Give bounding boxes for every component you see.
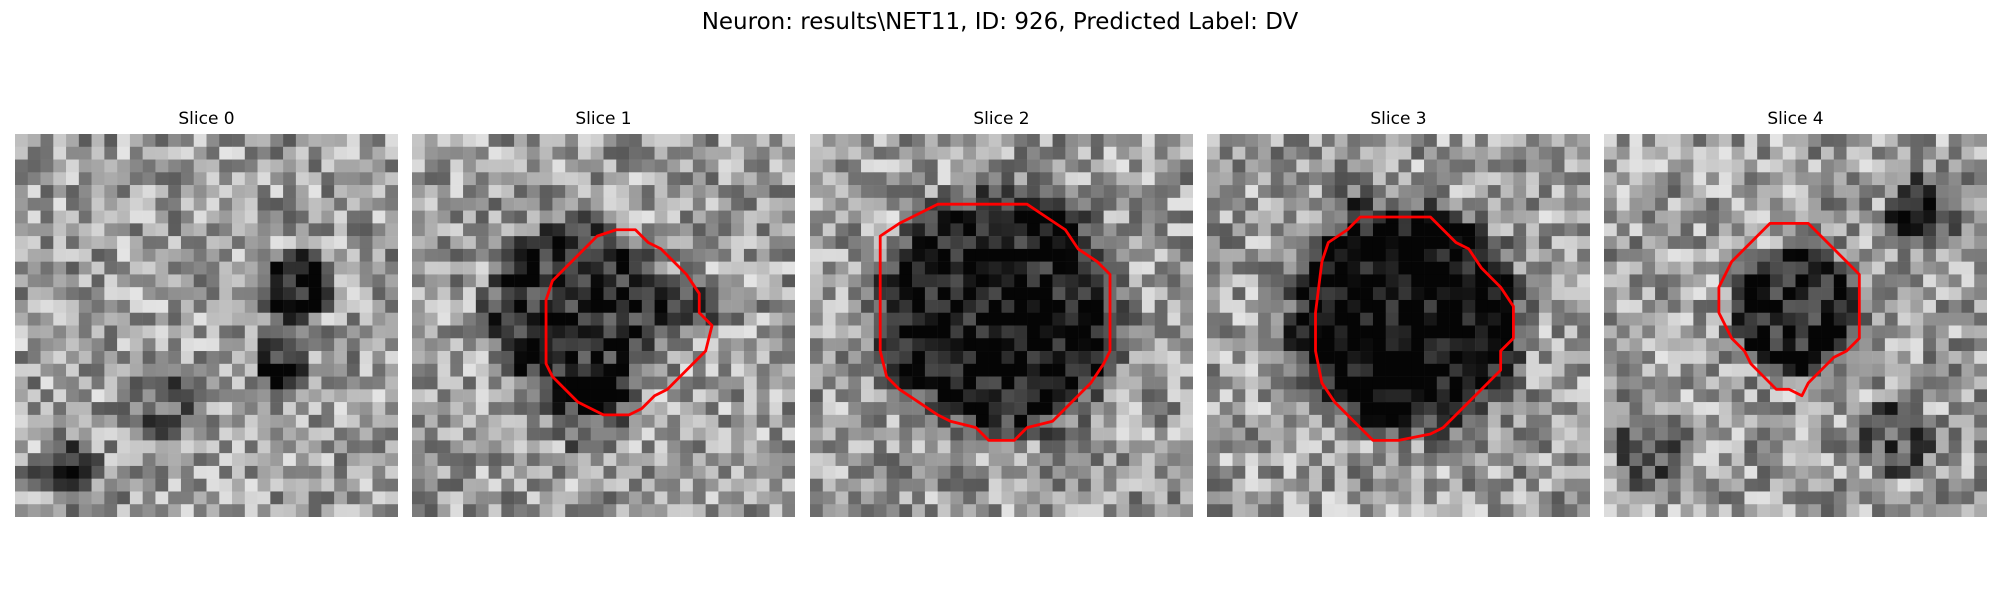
slice-image-1 bbox=[412, 134, 795, 517]
slice-image-3 bbox=[1207, 134, 1590, 517]
segmentation-contour-2 bbox=[878, 202, 1112, 442]
slice-title-4: Slice 4 bbox=[1767, 109, 1824, 129]
slice-image-2 bbox=[810, 134, 1193, 517]
slice-title-1: Slice 1 bbox=[575, 109, 632, 129]
figure-title: Neuron: results\NET11, ID: 926, Predicte… bbox=[701, 9, 1299, 35]
slice-title-0: Slice 0 bbox=[178, 109, 235, 129]
slice-image-0 bbox=[15, 134, 398, 517]
slice-title-3: Slice 3 bbox=[1370, 109, 1427, 129]
segmentation-contour-1 bbox=[544, 228, 714, 417]
segmentation-contour-4 bbox=[1717, 221, 1861, 398]
slice-image-4 bbox=[1604, 134, 1987, 517]
segmentation-contour-3 bbox=[1314, 215, 1515, 442]
slice-title-2: Slice 2 bbox=[973, 109, 1030, 129]
